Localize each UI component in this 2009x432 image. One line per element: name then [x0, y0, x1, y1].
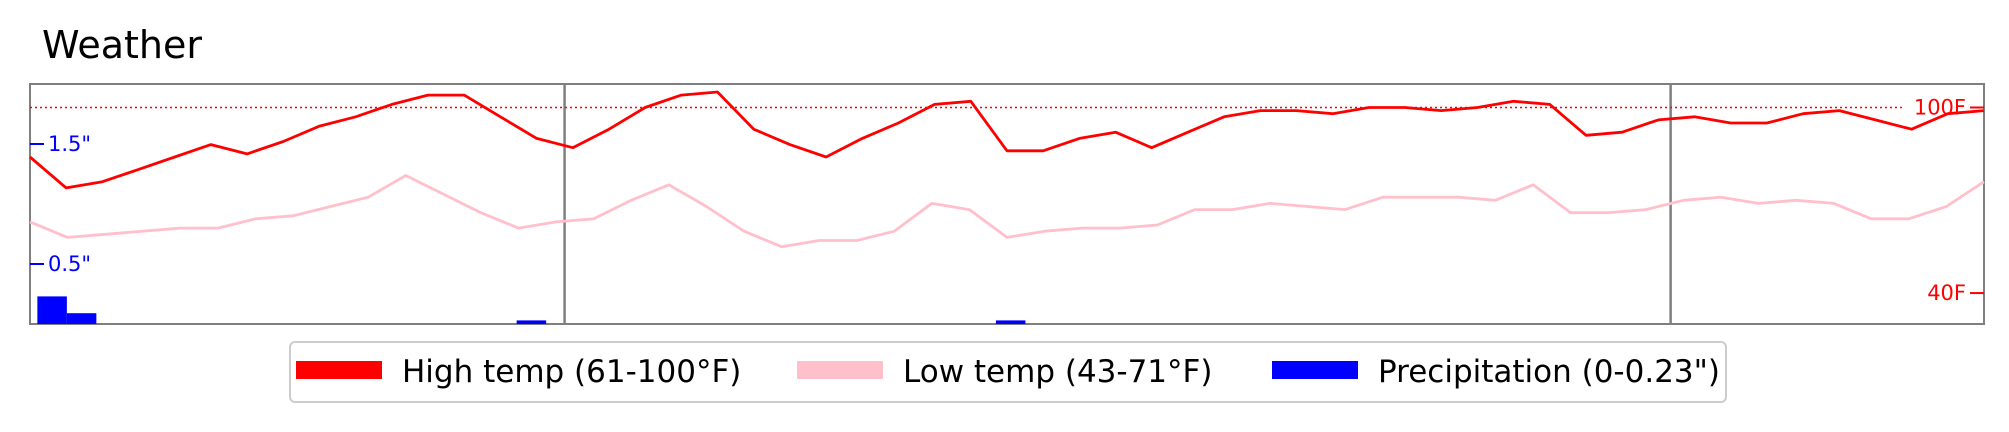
precip-axis: 1.5" 0.5" — [30, 132, 91, 276]
legend-swatch-low — [797, 361, 883, 379]
precipitation-bars — [37, 296, 1026, 324]
temp-tick-label-0: 100F — [1914, 96, 1966, 120]
legend-swatch-high — [296, 361, 382, 379]
precip-tick-label-0: 1.5" — [48, 132, 91, 156]
chart-title: Weather — [42, 23, 202, 67]
temperature-lines — [29, 90, 1985, 249]
temp-tick-label-1: 40F — [1927, 281, 1966, 305]
high-temp-line — [29, 90, 1985, 190]
precip-bar-3 — [995, 320, 1026, 324]
legend-swatch-precip — [1272, 361, 1358, 379]
precip-tick-label-1: 0.5" — [48, 252, 91, 276]
temp-axis: 100F 40F — [1914, 96, 1984, 305]
low-temp-line — [29, 174, 1985, 249]
legend-label-high: High temp (61-100°F) — [402, 354, 741, 390]
precip-bar-2 — [516, 320, 547, 324]
precip-bar-1 — [66, 313, 97, 324]
legend-box — [289, 341, 1727, 403]
legend: High temp (61-100°F) Low temp (43-71°F) Pr… — [289, 341, 1727, 403]
precip-bar-0 — [37, 296, 67, 324]
legend-label-low: Low temp (43-71°F) — [903, 354, 1212, 390]
legend-label-precip: Precipitation (0-0.23") — [1378, 354, 1720, 390]
plot-area — [29, 83, 1985, 325]
